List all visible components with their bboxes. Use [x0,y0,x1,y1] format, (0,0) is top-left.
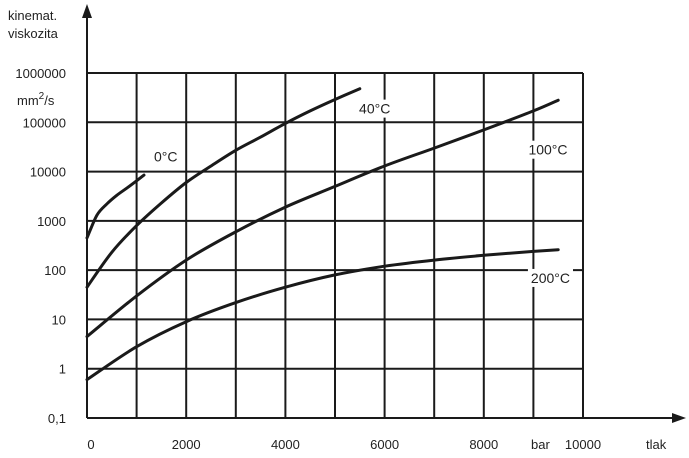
x-tick-label: 6000 [370,437,399,452]
series-line-4 [85,248,560,382]
y-axis-label-line2: viskozita [8,26,59,41]
y-tick-label: 100 [44,263,66,278]
series-label-background [356,99,394,118]
y-tick-label: 10000 [30,165,66,180]
y-axis-arrow [82,4,92,18]
x-axis-label: tlak [646,437,667,452]
x-tick-label: 10000 [565,437,601,452]
y-tick-label: 10 [52,312,66,327]
series-line-1 [85,173,146,240]
y-axis-unit: mm2/s [17,91,55,108]
series-label-2: 40°C [359,101,390,117]
x-tick-label: 8000 [469,437,498,452]
y-tick-label: 1000000 [15,66,66,81]
y-axis-label-line1: kinemat. [8,8,57,23]
x-tick-label: 0 [87,437,94,452]
y-tick-label: 0,1 [48,411,66,426]
series-label-background [525,140,571,159]
series-line-3 [85,98,560,338]
x-axis-unit: bar [531,437,550,452]
y-tick-label: 1000 [37,214,66,229]
y-tick-label: 1 [59,362,66,377]
y-tick-labels: 0,1 1 10 100 1000 10000 100000 1000000 [15,66,66,426]
y-tick-label: 100000 [23,115,66,130]
series-line-2 [85,87,362,289]
x-tick-label: 4000 [271,437,300,452]
series-label-4: 200°C [531,270,570,286]
series-label-3: 100°C [528,142,567,158]
x-tick-label: 2000 [172,437,201,452]
curves: 0°C 40°C 100°C 200°C [85,87,573,382]
x-axis-arrow [672,413,686,423]
series-label-background [527,268,573,287]
series-label-1: 0°C [154,149,178,165]
grid [87,72,584,418]
x-tick-labels: 0 2000 4000 6000 8000 10000 [87,437,601,452]
